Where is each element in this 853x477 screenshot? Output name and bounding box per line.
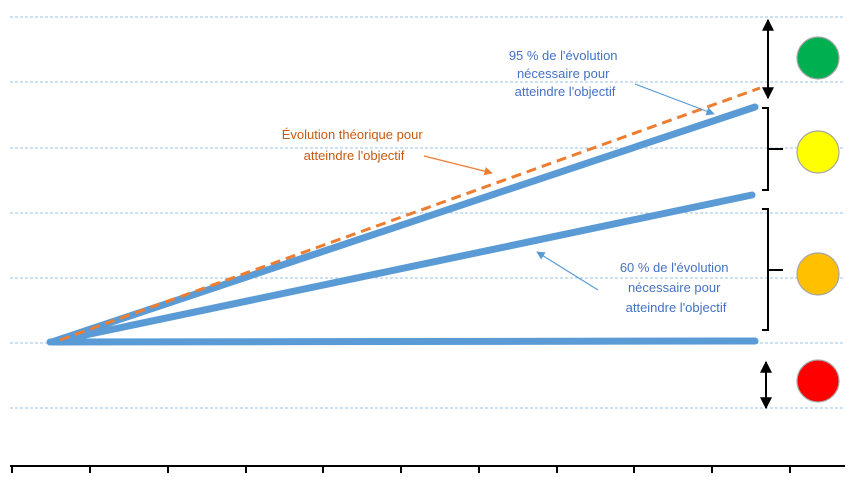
- trajectory-95-percent: [48, 103, 759, 346]
- arrow-theoretical: [423, 155, 493, 176]
- indicator-yellow-icon: [796, 130, 840, 174]
- indicator-orange-icon: [796, 252, 840, 296]
- label-60-percent: 60 % de l'évolution nécessaire pour atte…: [620, 260, 732, 315]
- annotation-arrows: [423, 83, 715, 291]
- arrow-95-percent: [634, 83, 715, 116]
- trajectories: [46, 86, 761, 346]
- indicator-green-icon: [796, 36, 840, 80]
- arrow-60-percent: [536, 251, 599, 291]
- range-bracket-yellow: [762, 107, 783, 191]
- range-bracket-orange: [762, 208, 783, 331]
- indicator-red-icon: [796, 359, 840, 403]
- trajectory-flat: [46, 337, 759, 346]
- label-95-percent: 95 % de l'évolution nécessaire pour atte…: [509, 48, 621, 99]
- trajectory-60-percent: [48, 191, 756, 346]
- indicators: [796, 36, 840, 403]
- trajectory-theoretical: [59, 86, 761, 342]
- range-markers: [760, 18, 783, 410]
- label-theoretical: Évolution théorique pour atteindre l'obj…: [282, 127, 427, 163]
- x-axis: [10, 465, 845, 473]
- gridlines: [10, 16, 845, 409]
